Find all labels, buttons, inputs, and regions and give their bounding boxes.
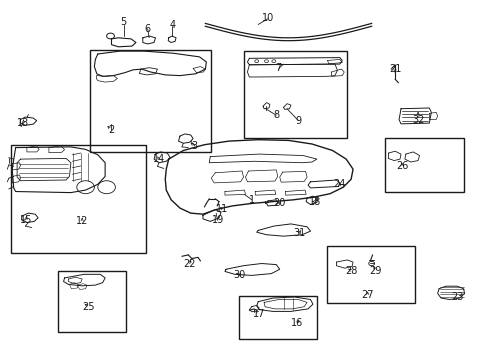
- Text: 14: 14: [152, 154, 165, 164]
- Text: 2: 2: [108, 125, 114, 135]
- Text: 18: 18: [308, 197, 321, 207]
- Bar: [11, 145, 145, 253]
- Text: 6: 6: [144, 24, 150, 34]
- Text: 11: 11: [216, 204, 228, 214]
- Bar: [58, 271, 126, 332]
- Text: 22: 22: [183, 258, 196, 269]
- Bar: [244, 51, 346, 138]
- Text: 29: 29: [368, 266, 381, 276]
- Text: 24: 24: [333, 179, 346, 189]
- Text: 30: 30: [233, 270, 245, 280]
- Bar: [326, 246, 414, 303]
- Text: 17: 17: [252, 309, 265, 319]
- Text: 8: 8: [273, 110, 279, 120]
- Text: 5: 5: [121, 17, 126, 27]
- Text: 23: 23: [450, 292, 463, 302]
- Text: 27: 27: [361, 290, 373, 300]
- Text: 9: 9: [295, 116, 301, 126]
- Text: 1: 1: [248, 195, 254, 205]
- Bar: [385, 138, 463, 192]
- Text: 3: 3: [191, 141, 197, 151]
- Text: 7: 7: [275, 63, 281, 73]
- Text: 15: 15: [20, 215, 32, 225]
- Text: 25: 25: [82, 302, 95, 312]
- Text: 16: 16: [290, 318, 303, 328]
- Bar: [90, 50, 211, 152]
- Text: 20: 20: [273, 198, 285, 208]
- Text: 13: 13: [17, 118, 30, 128]
- Text: 26: 26: [395, 161, 407, 171]
- Text: 21: 21: [388, 64, 401, 74]
- Text: 32: 32: [411, 114, 424, 125]
- Text: 28: 28: [344, 266, 357, 276]
- Text: 10: 10: [261, 13, 274, 23]
- Text: 31: 31: [292, 228, 305, 238]
- Text: 19: 19: [211, 215, 224, 225]
- Text: 12: 12: [76, 216, 88, 226]
- Text: 4: 4: [169, 20, 175, 30]
- Bar: [238, 296, 316, 339]
